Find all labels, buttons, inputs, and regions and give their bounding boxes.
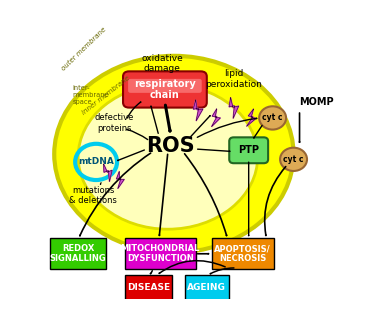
- Text: respiratory
chain: respiratory chain: [134, 79, 196, 100]
- Polygon shape: [117, 172, 124, 188]
- Polygon shape: [229, 97, 239, 119]
- Text: REDOX
SIGNALLING: REDOX SIGNALLING: [50, 244, 107, 263]
- Text: DISEASE: DISEASE: [127, 283, 170, 292]
- Circle shape: [259, 106, 286, 130]
- Text: inter-
membrane
space: inter- membrane space: [72, 85, 109, 104]
- FancyBboxPatch shape: [185, 275, 229, 300]
- Text: MITOCHONDRIAL
DYSFUNCTION: MITOCHONDRIAL DYSFUNCTION: [121, 244, 200, 263]
- FancyBboxPatch shape: [50, 239, 106, 269]
- FancyBboxPatch shape: [212, 239, 274, 269]
- Text: inner membrane: inner membrane: [81, 75, 131, 115]
- Text: mtDNA: mtDNA: [78, 158, 114, 166]
- Text: cyt c: cyt c: [262, 114, 283, 122]
- FancyBboxPatch shape: [125, 275, 172, 300]
- FancyBboxPatch shape: [229, 137, 268, 163]
- Polygon shape: [212, 109, 220, 127]
- FancyBboxPatch shape: [128, 79, 202, 93]
- Text: mutations
& deletions: mutations & deletions: [69, 186, 117, 205]
- Text: APOPTOSIS/
NECROSIS: APOPTOSIS/ NECROSIS: [214, 244, 271, 263]
- Text: oxidative
damage: oxidative damage: [141, 54, 183, 73]
- Text: MOMP: MOMP: [300, 97, 334, 108]
- Ellipse shape: [54, 56, 294, 252]
- Circle shape: [280, 148, 307, 171]
- Text: lipid
peroxidation: lipid peroxidation: [205, 70, 262, 89]
- FancyBboxPatch shape: [125, 239, 196, 269]
- FancyBboxPatch shape: [123, 71, 207, 108]
- Text: PTP: PTP: [238, 145, 259, 155]
- Polygon shape: [247, 109, 256, 126]
- Text: defective
proteins: defective proteins: [94, 114, 134, 133]
- Polygon shape: [104, 164, 112, 182]
- Text: cyt c: cyt c: [283, 155, 304, 164]
- Text: outer membrane: outer membrane: [60, 26, 107, 71]
- Text: AGEING: AGEING: [187, 283, 226, 292]
- Ellipse shape: [78, 84, 258, 229]
- Text: ROS: ROS: [147, 136, 195, 156]
- Polygon shape: [193, 100, 203, 121]
